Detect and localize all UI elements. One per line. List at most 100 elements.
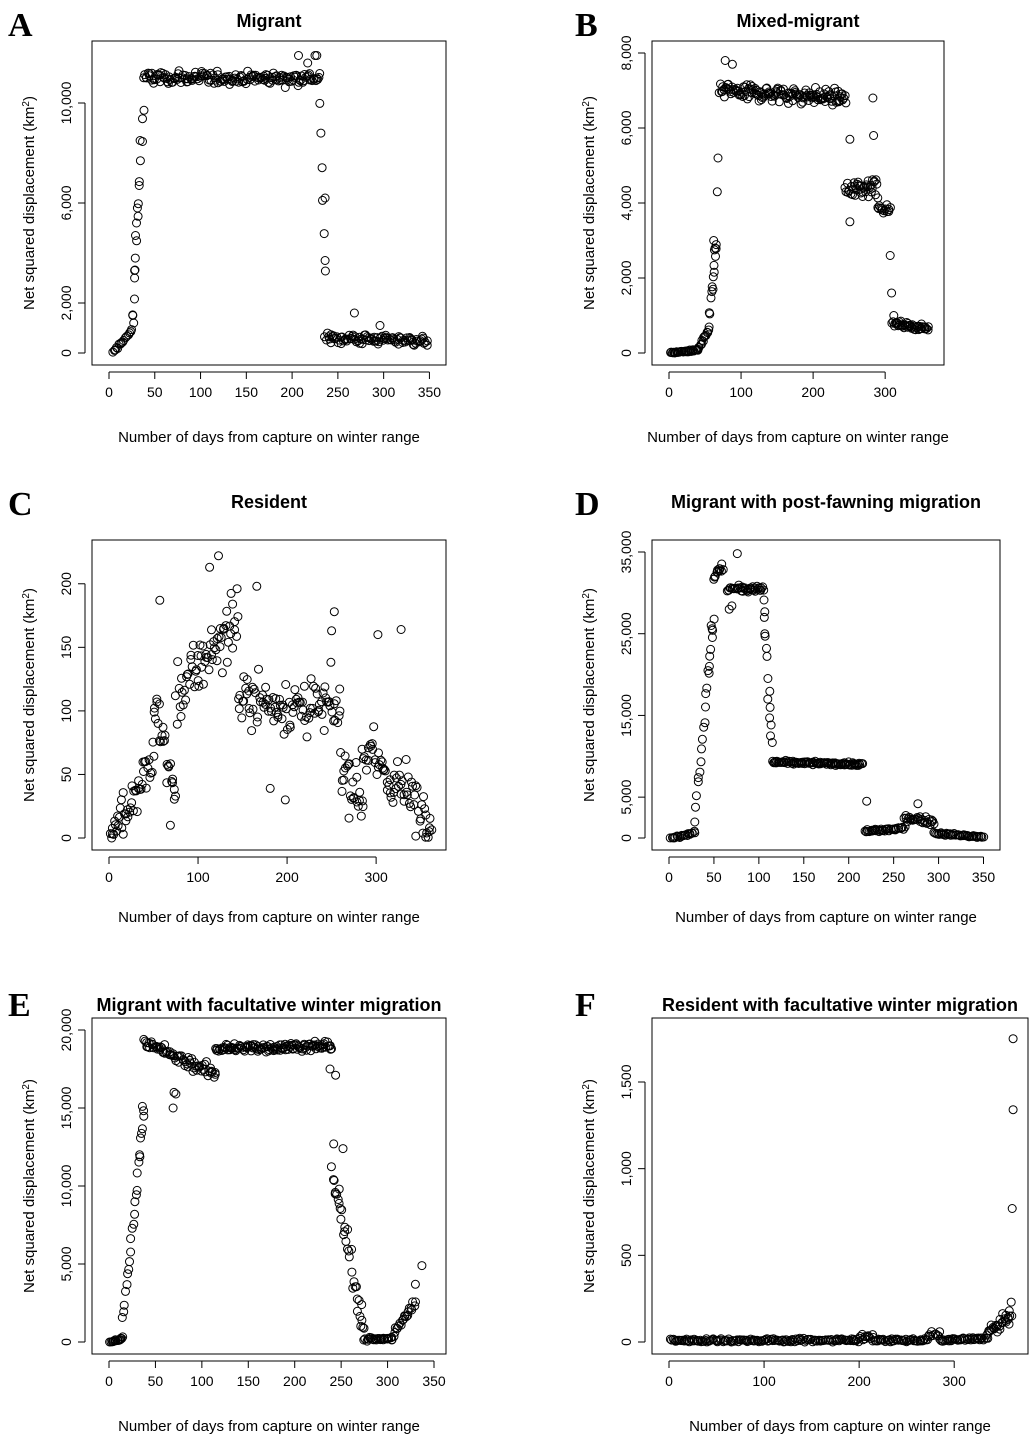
data-point [156,596,164,604]
data-point [166,821,174,829]
data-point [328,627,336,635]
x-tick-label: 350 [972,869,996,885]
panel-letter: D [575,486,600,523]
data-point [336,707,344,715]
x-tick-label: 300 [376,1373,400,1389]
data-point [320,727,328,735]
data-point [888,289,896,297]
data-point [223,607,231,615]
panel-letter: E [8,987,31,1024]
data-point [389,798,397,806]
data-point [327,658,335,666]
data-point [733,550,741,558]
x-axis-label: Number of days from capture on winter ra… [118,429,420,446]
x-axis-label: Number of days from capture on winter ra… [689,1418,991,1435]
data-point [348,1268,356,1276]
scatter-points [106,552,435,842]
data-point [763,644,771,652]
panel-E: E Migrant with facultative winter migrati… [8,987,446,1435]
x-tick-label: 150 [235,384,259,400]
y-tick-label: 150 [58,635,74,659]
chart-title: Migrant with facultative winter migratio… [96,995,441,1015]
y-tick-label: 0 [58,834,74,842]
data-point [255,665,263,673]
data-point [254,713,262,721]
data-point [914,800,922,808]
data-point [218,669,226,677]
x-tick-label: 100 [747,869,771,885]
y-axis-label: Net squared displacement (km2) [581,588,599,802]
y-tick-label: 500 [618,1243,634,1267]
plot-frame [92,540,446,850]
x-tick-label: 350 [422,1373,446,1389]
panel-letter: A [8,7,33,44]
y-tick-label: 20,000 [58,1008,74,1051]
y-tick-label: 50 [58,766,74,782]
data-point [138,1125,146,1133]
x-tick-label: 150 [237,1373,261,1389]
scatter-points [109,52,431,357]
data-point [714,154,722,162]
data-point [321,267,329,275]
data-point [208,626,216,634]
data-point [131,274,139,282]
panel-D: D Migrant with post-fawning migration0 50 1… [575,486,1000,926]
scatter-points [666,1035,1017,1346]
y-tick-label: 0 [58,1338,74,1346]
data-point [117,796,125,804]
data-point [132,232,140,240]
y-axis-label: Net squared displacement (km2) [21,96,39,310]
y-tick-label: 1,000 [618,1151,634,1186]
data-point [766,703,774,711]
y-tick-label: 4,000 [618,185,634,220]
panel-A: A Migrant0 50 100 150 200 250 300 35002,0006,000… [8,7,446,446]
data-point [173,720,181,728]
y-axis-label: Net squared displacement (km2) [581,1079,599,1293]
data-point [764,695,772,703]
data-point [420,793,428,801]
data-point [311,52,319,60]
panel-F: F Resident with facultative winter migrat… [575,987,1028,1435]
x-tick-label: 200 [280,384,304,400]
x-tick-label: 100 [189,384,213,400]
x-tick-label: 0 [665,869,673,885]
data-point [728,60,736,68]
data-point [304,59,312,67]
data-point [313,52,321,60]
x-axis-label: Number of days from capture on winter ra… [118,909,420,926]
data-point [691,818,699,826]
y-tick-label: 5,000 [618,779,634,814]
data-point [350,309,358,317]
x-axis-label: Number of days from capture on winter ra… [647,429,949,446]
data-point [357,812,365,820]
data-point [128,799,136,807]
data-point [395,782,403,790]
data-point [869,94,877,102]
data-point [763,652,771,660]
data-point [182,696,190,704]
data-point [696,768,704,776]
x-tick-label: 100 [729,384,753,400]
data-point [140,106,148,114]
x-tick-label: 300 [372,384,396,400]
y-tick-label: 2,000 [618,260,634,295]
data-point [418,1262,426,1270]
y-axis-label: Net squared displacement (km2) [21,1079,39,1293]
data-point [1008,1205,1016,1213]
data-point [136,157,144,165]
y-axis-label-text: Net squared displacement (km [21,1090,38,1293]
data-point [339,1145,347,1153]
y-tick-label: 200 [58,572,74,596]
data-point [186,680,194,688]
x-tick-label: 100 [752,1373,776,1389]
data-point [721,57,729,65]
data-point [698,745,706,753]
y-tick-label: 100 [58,699,74,723]
x-tick-label: 0 [665,384,673,400]
x-tick-label: 50 [148,1373,164,1389]
data-point [698,735,706,743]
data-point [127,1248,135,1256]
data-point [133,237,141,245]
data-point [155,700,163,708]
data-point [870,132,878,140]
